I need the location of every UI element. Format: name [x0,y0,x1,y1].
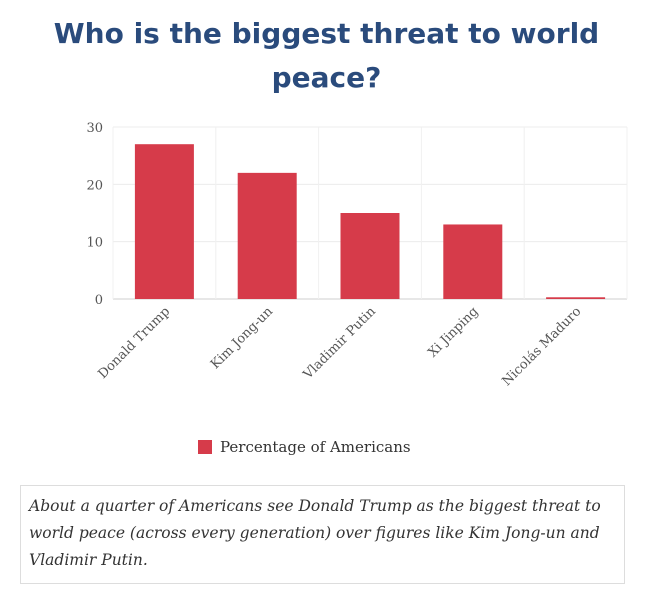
y-axis-ticks: 0 10 20 30 [86,121,103,308]
y-tick-label-1: 10 [86,236,103,251]
grid-lines [112,126,628,300]
chart-title: Who is the biggest threat to world peace… [53,17,600,94]
x-tick-label-1: Kim Jong-un [208,304,276,372]
legend[interactable]: Percentage of Americans [198,438,411,456]
x-tick-label-3: Xi Jinping [425,304,481,360]
bar-1[interactable] [237,172,297,299]
chart-caption: About a quarter of Americans see Donald … [20,485,625,584]
legend-swatch [198,440,212,454]
bar-0[interactable] [134,144,194,299]
bar-chart: 0 10 20 30 Donald Trump Kim Jong-un Vladimir … [86,121,628,389]
bars [134,144,606,299]
y-tick-label-2: 20 [86,178,103,193]
bar-3[interactable] [443,224,503,299]
x-axis-ticks: Donald Trump Kim Jong-un Vladimir Putin Xi … [96,304,585,389]
y-tick-label-3: 30 [86,121,103,136]
y-tick-label-0: 0 [95,293,103,308]
x-tick-label-0: Donald Trump [96,304,174,382]
x-tick-label-4: Nicolás Maduro [499,304,584,389]
bar-2[interactable] [340,213,400,299]
bar-4[interactable] [546,297,606,299]
x-tick-label-2: Vladimir Putin [300,304,379,383]
legend-label: Percentage of Americans [220,438,411,456]
